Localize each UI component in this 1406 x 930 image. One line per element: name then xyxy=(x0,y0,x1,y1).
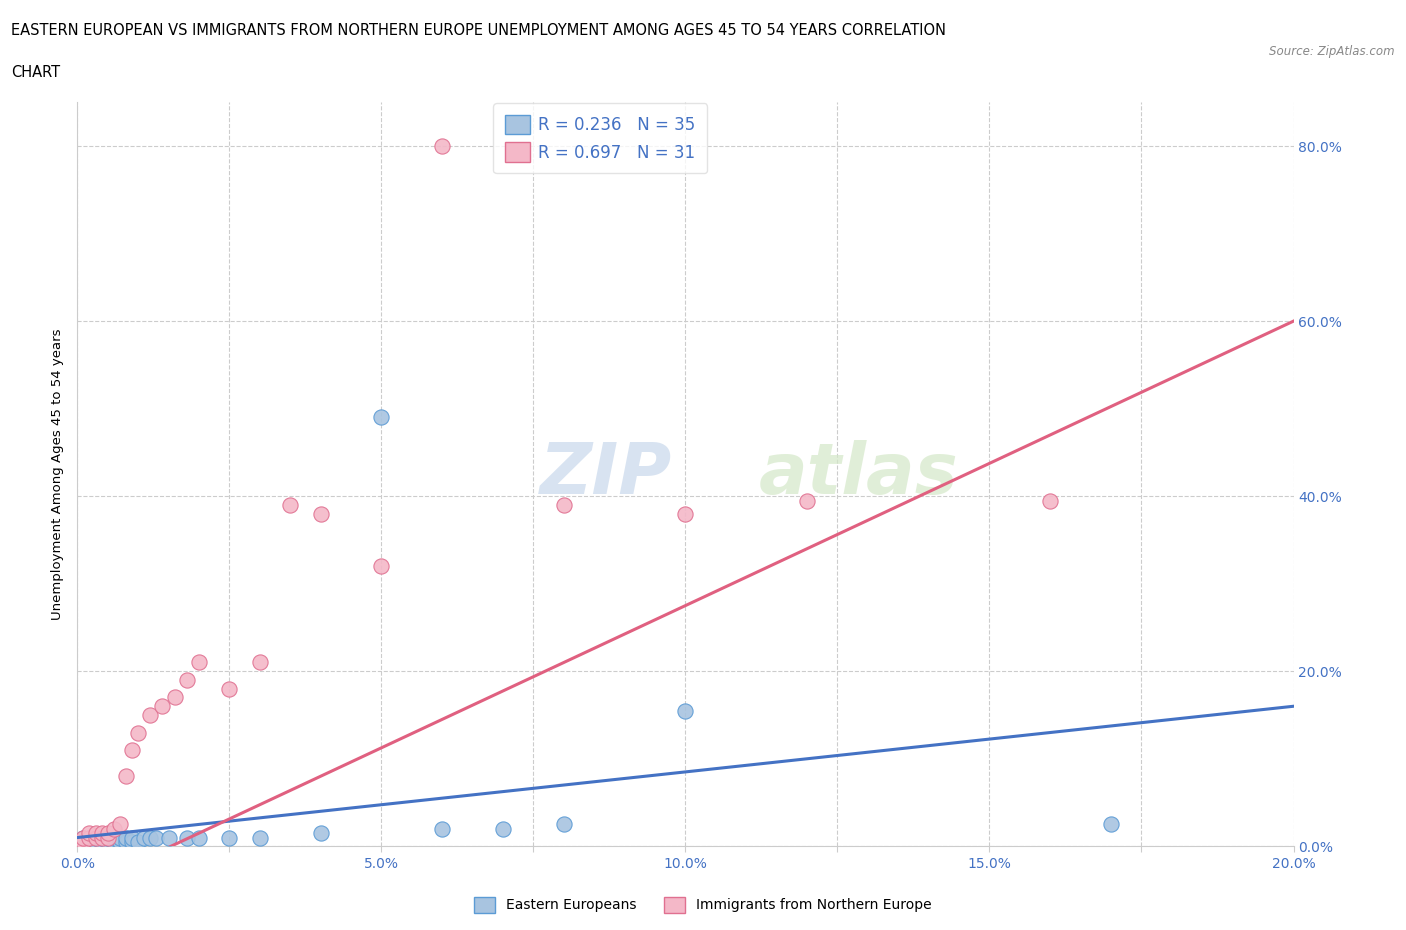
Y-axis label: Unemployment Among Ages 45 to 54 years: Unemployment Among Ages 45 to 54 years xyxy=(51,328,65,620)
Point xyxy=(370,410,392,425)
Point xyxy=(103,834,125,849)
Point xyxy=(121,834,143,849)
Point xyxy=(145,830,167,845)
Point xyxy=(218,682,240,697)
Point xyxy=(66,834,89,849)
Point xyxy=(163,690,186,705)
Point xyxy=(72,834,94,849)
Point xyxy=(103,830,125,845)
Text: CHART: CHART xyxy=(11,65,60,80)
Point xyxy=(79,834,101,849)
Point xyxy=(139,830,162,845)
Text: atlas: atlas xyxy=(758,440,957,509)
Legend: Eastern Europeans, Immigrants from Northern Europe: Eastern Europeans, Immigrants from North… xyxy=(468,891,938,919)
Point xyxy=(90,826,112,841)
Point xyxy=(108,834,131,849)
Point xyxy=(79,830,101,845)
Point xyxy=(188,830,211,845)
Point xyxy=(370,559,392,574)
Point xyxy=(249,655,271,670)
Point xyxy=(675,703,697,718)
Point xyxy=(103,821,125,836)
Point xyxy=(115,830,138,845)
Point xyxy=(84,830,107,845)
Point xyxy=(249,830,271,845)
Point xyxy=(309,506,332,521)
Point xyxy=(90,834,112,849)
Point xyxy=(97,830,120,845)
Text: Source: ZipAtlas.com: Source: ZipAtlas.com xyxy=(1270,45,1395,58)
Point xyxy=(139,708,162,723)
Point xyxy=(127,725,149,740)
Point xyxy=(127,834,149,849)
Point xyxy=(79,826,101,841)
Point xyxy=(97,830,120,845)
Point xyxy=(97,826,120,841)
Point xyxy=(84,830,107,845)
Point xyxy=(134,830,156,845)
Point xyxy=(675,506,697,521)
Point xyxy=(188,655,211,670)
Point xyxy=(553,498,575,512)
Point xyxy=(176,830,198,845)
Point xyxy=(278,498,301,512)
Point xyxy=(90,830,112,845)
Point xyxy=(115,834,138,849)
Point xyxy=(84,826,107,841)
Point xyxy=(72,830,94,845)
Point xyxy=(72,830,94,845)
Point xyxy=(84,834,107,849)
Point xyxy=(66,834,89,849)
Point xyxy=(108,817,131,831)
Point xyxy=(1099,817,1122,831)
Point xyxy=(1039,493,1062,508)
Point xyxy=(72,834,94,849)
Point xyxy=(218,830,240,845)
Point xyxy=(796,493,818,508)
Text: EASTERN EUROPEAN VS IMMIGRANTS FROM NORTHERN EUROPE UNEMPLOYMENT AMONG AGES 45 T: EASTERN EUROPEAN VS IMMIGRANTS FROM NORT… xyxy=(11,23,946,38)
Point xyxy=(121,742,143,757)
Point xyxy=(157,830,180,845)
Point xyxy=(432,139,454,153)
Point xyxy=(432,821,454,836)
Point xyxy=(152,698,174,713)
Point xyxy=(115,769,138,784)
Point xyxy=(79,830,101,845)
Point xyxy=(553,817,575,831)
Text: ZIP: ZIP xyxy=(540,440,672,509)
Point xyxy=(121,830,143,845)
Point xyxy=(309,826,332,841)
Point xyxy=(90,830,112,845)
Point xyxy=(108,830,131,845)
Point xyxy=(97,834,120,849)
Point xyxy=(492,821,515,836)
Point xyxy=(176,672,198,687)
Legend: R = 0.236   N = 35, R = 0.697   N = 31: R = 0.236 N = 35, R = 0.697 N = 31 xyxy=(494,103,707,173)
